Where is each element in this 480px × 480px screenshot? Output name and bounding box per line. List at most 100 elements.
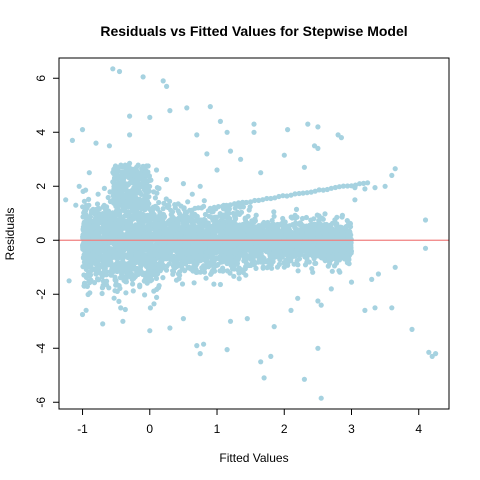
residual-point	[83, 241, 89, 247]
residual-point	[223, 213, 229, 220]
residual-point	[167, 256, 173, 262]
y-tick-label: -2	[34, 289, 48, 300]
outlier-point	[295, 295, 301, 301]
outlier-point	[305, 121, 311, 127]
residual-point	[178, 203, 184, 209]
residual-point	[154, 190, 160, 196]
residual-point	[212, 219, 218, 225]
residual-point	[126, 266, 132, 272]
residual-point	[83, 307, 89, 313]
residual-point	[120, 177, 126, 183]
residual-point	[113, 281, 119, 288]
residual-point	[109, 255, 115, 261]
residual-point	[222, 243, 228, 249]
residual-point	[168, 207, 174, 213]
residual-point	[111, 175, 118, 181]
residual-point	[179, 281, 186, 287]
residual-point	[244, 227, 250, 233]
outlier-point	[93, 140, 99, 146]
residual-point	[333, 241, 339, 247]
residual-point	[320, 187, 326, 193]
residual-point	[211, 242, 217, 248]
residual-point	[187, 247, 193, 253]
residual-point	[252, 224, 258, 230]
residual-point	[270, 245, 276, 251]
residual-point	[170, 221, 176, 227]
y-tick-label: -6	[34, 397, 48, 408]
residual-point	[151, 288, 157, 294]
outlier-point	[227, 318, 234, 324]
residual-point	[94, 276, 101, 282]
residual-point	[227, 236, 234, 242]
residual-point	[141, 177, 147, 183]
residual-point	[195, 246, 201, 252]
outlier-point	[106, 143, 112, 149]
outlier-point	[328, 286, 334, 292]
residual-point	[256, 247, 262, 253]
residual-point	[175, 249, 181, 255]
residual-point	[303, 214, 309, 221]
residual-point	[224, 227, 230, 233]
residual-point	[95, 255, 101, 261]
outlier-point	[127, 113, 133, 119]
residual-point	[201, 198, 207, 204]
outlier-point	[409, 326, 415, 332]
outlier-point	[217, 118, 223, 124]
residual-point	[95, 269, 102, 275]
outlier-point	[281, 152, 287, 158]
residual-point	[136, 219, 142, 225]
residual-point	[81, 208, 88, 214]
outlier-point	[207, 104, 213, 110]
outlier-point	[315, 124, 321, 130]
residual-point	[265, 248, 271, 255]
residual-point	[149, 221, 155, 227]
residual-point	[167, 217, 173, 223]
outlier-point	[382, 183, 388, 189]
residual-point	[306, 239, 312, 245]
outlier-point	[79, 127, 86, 133]
residual-point	[109, 225, 115, 231]
residual-point	[107, 189, 113, 195]
outlier-point	[197, 183, 203, 189]
residual-point	[281, 264, 287, 270]
outlier-point	[184, 105, 190, 111]
residual-point	[329, 241, 335, 248]
residual-point	[102, 227, 108, 234]
outlier-point	[63, 197, 69, 203]
residual-point	[163, 267, 170, 273]
residual-point	[203, 275, 209, 281]
outlier-point	[167, 108, 173, 114]
residual-point	[125, 252, 131, 258]
outlier-point	[318, 302, 324, 308]
outlier-point	[389, 172, 395, 178]
residual-point	[171, 259, 177, 265]
residual-point	[149, 261, 155, 267]
residual-point	[240, 199, 246, 205]
chart-title: Residuals vs Fitted Values for Stepwise …	[100, 23, 407, 39]
residual-point	[290, 240, 296, 246]
outlier-point	[120, 318, 126, 324]
outlier-point	[201, 341, 207, 347]
outlier-point	[116, 68, 123, 75]
residual-point	[100, 282, 106, 288]
outlier-point	[301, 376, 307, 382]
outlier-point	[268, 353, 274, 359]
residual-point	[344, 183, 351, 189]
residual-point	[334, 252, 340, 258]
residual-point	[295, 268, 301, 274]
residual-point	[146, 201, 152, 207]
residual-point	[123, 290, 129, 296]
residual-point	[130, 216, 137, 222]
residual-point	[329, 220, 336, 226]
outlier-point	[251, 129, 257, 135]
residual-point	[112, 277, 118, 283]
residual-point	[284, 261, 291, 267]
residual-point	[296, 190, 302, 197]
residual-point	[115, 193, 121, 199]
residual-point	[338, 248, 344, 254]
residual-point	[236, 255, 242, 261]
residual-point	[144, 188, 150, 194]
residual-point	[231, 201, 238, 207]
residual-point	[211, 204, 217, 210]
residual-point	[304, 252, 310, 258]
